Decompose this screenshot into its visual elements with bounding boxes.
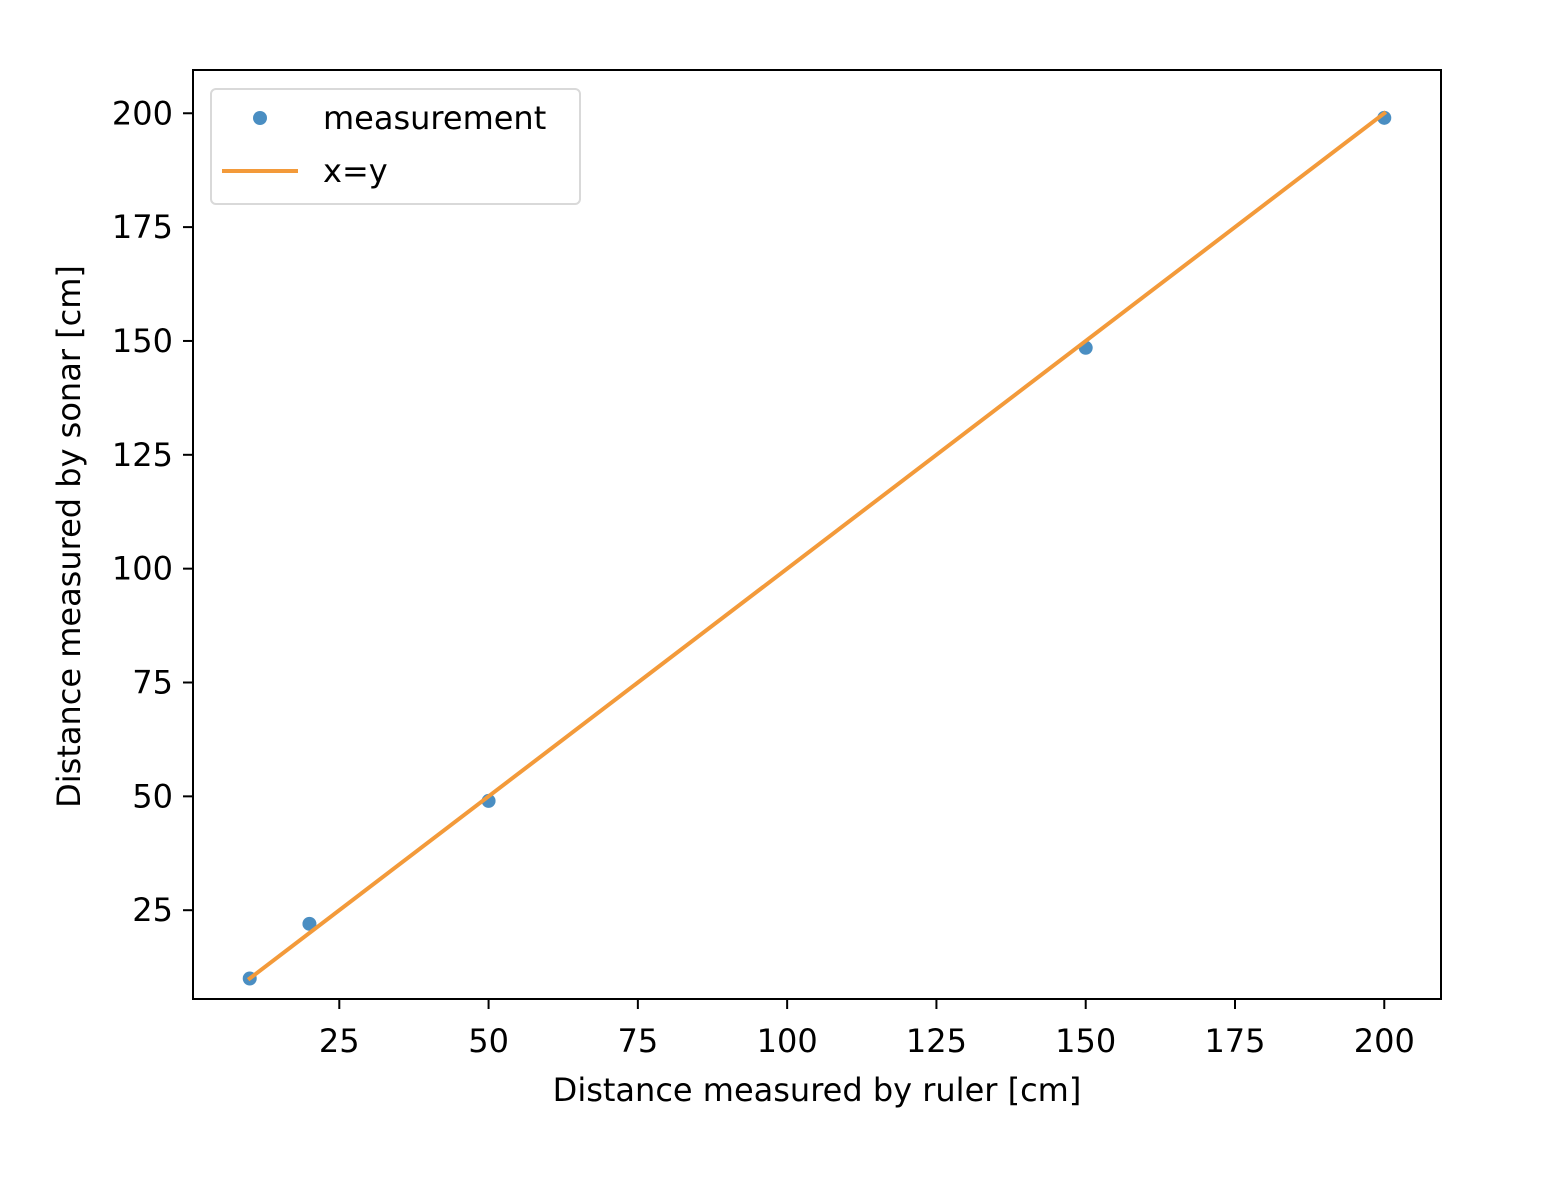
y-tick-label-50: 50 [132,777,173,815]
x-tick-label-125: 125 [906,1022,967,1060]
legend: measurement x=y [210,88,581,205]
series-line-x-equals-y [246,110,1388,982]
x-tick-label-100: 100 [757,1022,818,1060]
y-axis-ticks: 25 50 75 100 125 150 175 200 [112,94,193,929]
x-axis-label: Distance measured by ruler [cm] [553,1071,1082,1109]
scatter-point-1 [302,916,317,931]
y-tick-label-175: 175 [112,208,173,246]
legend-label-measurement: measurement [323,99,546,137]
series-layer [242,110,1392,986]
x-tick-label-75: 75 [618,1022,659,1060]
y-tick-label-25: 25 [132,891,173,929]
x-tick-label-25: 25 [319,1022,360,1060]
legend-label-x-equals-y: x=y [323,152,388,190]
y-tick-label-150: 150 [112,322,173,360]
x-axis-ticks: 25 50 75 100 125 150 175 200 [319,999,1415,1060]
y-axis-label: Distance measured by sonar [cm] [50,265,88,808]
y-tick-label-200: 200 [112,94,173,132]
legend-marker-measurement [253,111,267,125]
legend-box [210,88,581,205]
x-tick-label-200: 200 [1354,1022,1415,1060]
y-tick-label-75: 75 [132,664,173,702]
x-tick-label-175: 175 [1204,1022,1265,1060]
x-tick-label-50: 50 [468,1022,509,1060]
y-tick-label-100: 100 [112,550,173,588]
plot-frame [192,69,1442,1000]
x-tick-label-150: 150 [1055,1022,1116,1060]
y-tick-label-125: 125 [112,436,173,474]
